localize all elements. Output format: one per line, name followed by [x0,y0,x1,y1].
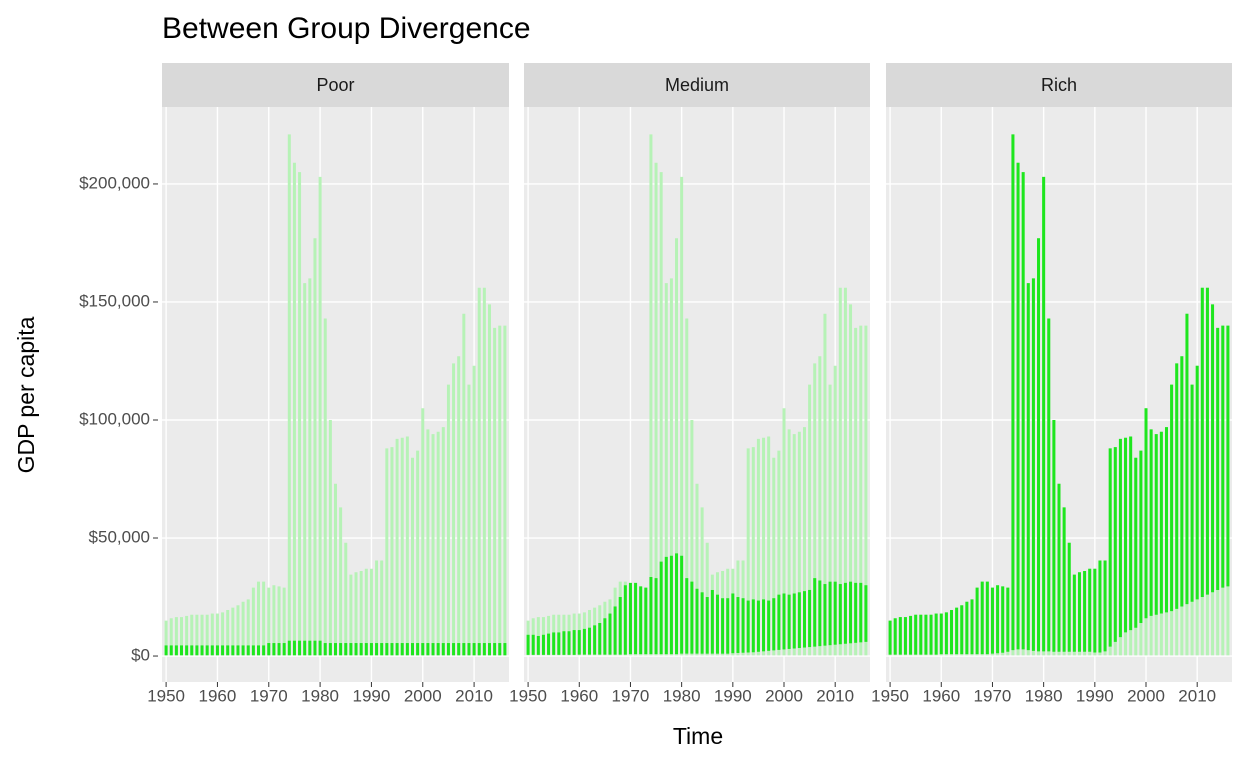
y-tick-label: $200,000 [79,173,150,192]
y-tick-label: $150,000 [79,291,150,310]
x-tick-label: 1970 [250,686,288,705]
chart-title: Between Group Divergence [162,12,531,45]
x-tick-label: 2000 [765,686,803,705]
x-axis-label: Time [673,723,723,749]
y-axis-label: GDP per capita [13,316,39,473]
panel-strip [886,63,1232,107]
y-tick-label: $0 [131,646,150,665]
panel-title: Rich [1041,75,1077,95]
y-tick-label: $50,000 [89,527,150,546]
x-tick-label: 1950 [147,686,185,705]
x-tick-label: 1980 [301,686,339,705]
x-tick-label: 1950 [509,686,547,705]
x-tick-label: 1960 [922,686,960,705]
panel-strip [162,63,509,107]
x-tick-label: 2000 [1127,686,1165,705]
y-tick-label: $100,000 [79,409,150,428]
x-tick-label: 1980 [663,686,701,705]
x-tick-label: 1950 [871,686,909,705]
x-tick-label: 2010 [1178,686,1216,705]
x-tick-label: 1970 [612,686,650,705]
x-tick-label: 1960 [199,686,237,705]
x-tick-label: 2010 [455,686,493,705]
x-tick-label: 1970 [974,686,1012,705]
panel-title: Medium [665,75,729,95]
x-tick-label: 1960 [560,686,598,705]
x-tick-label: 2010 [816,686,854,705]
x-tick-label: 1980 [1025,686,1063,705]
x-tick-label: 2000 [404,686,442,705]
panel-strip [524,63,870,107]
x-tick-label: 1990 [714,686,752,705]
panel-title: Poor [316,75,354,95]
x-tick-label: 1990 [353,686,391,705]
x-tick-label: 1990 [1076,686,1114,705]
